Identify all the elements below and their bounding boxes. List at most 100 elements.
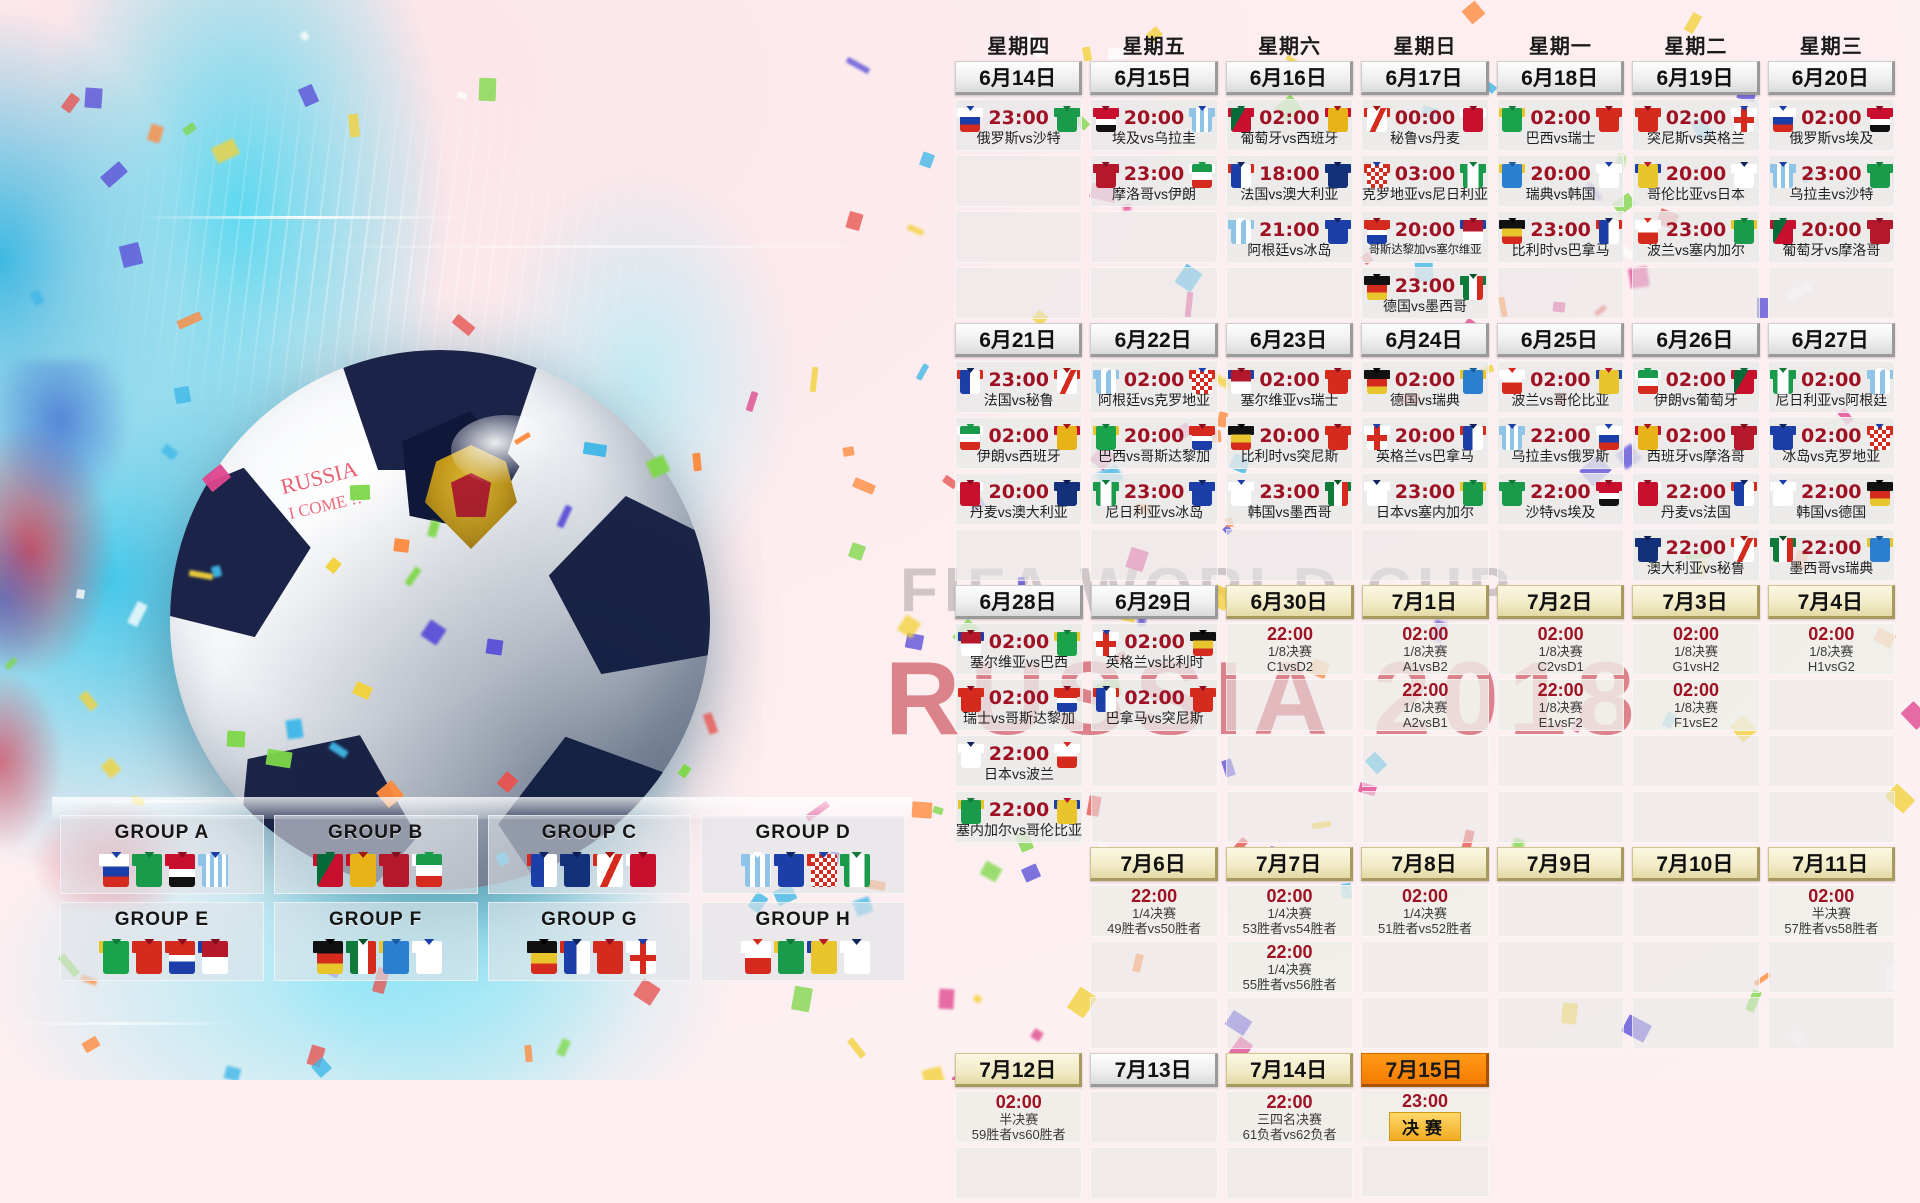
date-chip[interactable]: 7月6日 — [1090, 847, 1218, 881]
group-match-cell[interactable]: 21:00 阿根廷vs冰岛 — [1225, 211, 1353, 263]
knockout-match-cell[interactable]: 22:00 1/8决赛 A2vsB1 — [1361, 679, 1489, 731]
group-match-cell[interactable]: 23:00 波兰vs塞内加尔 — [1632, 211, 1760, 263]
date-chip[interactable]: 7月12日 — [955, 1053, 1083, 1087]
group-box-b[interactable]: GROUP B — [273, 815, 478, 894]
date-chip[interactable]: 6月23日 — [1225, 323, 1354, 357]
date-chip[interactable]: 7月10日 — [1632, 847, 1760, 881]
knockout-match-cell[interactable]: 02:00 1/8决赛 F1vsE2 — [1632, 679, 1760, 731]
date-chip[interactable]: 6月16日 — [1225, 61, 1353, 95]
group-match-cell[interactable]: 02:00 瑞士vs哥斯达黎加 — [955, 679, 1083, 731]
group-match-cell[interactable]: 22:00 澳大利亚vs秘鲁 — [1632, 529, 1760, 581]
date-chip[interactable]: 6月25日 — [1496, 323, 1625, 357]
group-match-cell[interactable]: 20:00 巴西vs哥斯达黎加 — [1090, 417, 1218, 469]
group-match-cell[interactable]: 02:00 伊朗vs西班牙 — [955, 417, 1083, 469]
group-match-cell[interactable]: 23:00 比利时vs巴拿马 — [1497, 211, 1625, 263]
knockout-match-cell[interactable]: 22:00 1/4决赛 55胜者vs56胜者 — [1225, 941, 1354, 993]
knockout-match-cell[interactable]: 02:00 1/8决赛 A1vsB2 — [1361, 623, 1489, 675]
group-match-cell[interactable]: 18:00 法国vs澳大利亚 — [1225, 155, 1353, 207]
date-chip[interactable]: 7月7日 — [1225, 847, 1354, 881]
group-match-cell[interactable]: 20:00 比利时vs突尼斯 — [1225, 417, 1354, 469]
group-match-cell[interactable]: 02:00 尼日利亚vs阿根廷 — [1767, 361, 1895, 413]
group-match-cell[interactable]: 22:00 日本vs波兰 — [955, 735, 1083, 787]
date-chip[interactable]: 6月29日 — [1091, 585, 1219, 619]
knockout-match-cell[interactable]: 22:00 1/8决赛 C1vsD2 — [1226, 623, 1354, 675]
group-match-cell[interactable]: 00:00 秘鲁vs丹麦 — [1361, 99, 1489, 151]
group-box-f[interactable]: GROUP F — [273, 902, 478, 981]
group-match-cell[interactable]: 23:00 法国vs秘鲁 — [955, 361, 1083, 413]
date-chip[interactable]: 7月13日 — [1090, 1053, 1218, 1087]
date-chip[interactable]: 6月30日 — [1226, 585, 1354, 619]
group-match-cell[interactable]: 02:00 巴拿马vs突尼斯 — [1091, 679, 1219, 731]
group-box-d[interactable]: GROUP D — [701, 815, 905, 894]
knockout-match-cell[interactable]: 02:00 1/4决赛 53胜者vs54胜者 — [1225, 885, 1354, 937]
knockout-match-cell[interactable]: 02:00 半决赛 59胜者vs60胜者 — [955, 1091, 1083, 1143]
date-chip[interactable]: 6月27日 — [1767, 323, 1895, 357]
group-match-cell[interactable]: 03:00 克罗地亚vs尼日利亚 — [1361, 155, 1489, 207]
group-match-cell[interactable]: 23:00 德国vs墨西哥 — [1361, 267, 1489, 319]
group-match-cell[interactable]: 20:00 瑞典vs韩国 — [1497, 155, 1625, 207]
group-match-cell[interactable]: 23:00 日本vs塞内加尔 — [1361, 473, 1489, 525]
date-chip[interactable]: 6月26日 — [1632, 323, 1760, 357]
group-box-h[interactable]: GROUP H — [701, 902, 905, 981]
group-match-cell[interactable]: 02:00 葡萄牙vs西班牙 — [1225, 99, 1353, 151]
group-match-cell[interactable]: 20:00 葡萄牙vs摩洛哥 — [1767, 211, 1895, 263]
group-match-cell[interactable]: 22:00 乌拉圭vs俄罗斯 — [1496, 417, 1625, 469]
knockout-match-cell[interactable]: 22:00 1/4决赛 49胜者vs50胜者 — [1090, 885, 1218, 937]
date-chip[interactable]: 6月28日 — [955, 585, 1083, 619]
group-match-cell[interactable]: 02:00 塞尔维亚vs瑞士 — [1225, 361, 1354, 413]
date-chip[interactable]: 7月9日 — [1496, 847, 1625, 881]
group-box-e[interactable]: GROUP E — [60, 902, 264, 981]
group-match-cell[interactable]: 20:00 丹麦vs澳大利亚 — [955, 473, 1083, 525]
group-match-cell[interactable]: 02:00 阿根廷vs克罗地亚 — [1090, 361, 1218, 413]
date-chip[interactable]: 6月24日 — [1361, 323, 1489, 357]
group-box-g[interactable]: GROUP G — [487, 902, 692, 981]
group-match-cell[interactable]: 23:00 韩国vs墨西哥 — [1225, 473, 1354, 525]
knockout-match-cell[interactable]: 02:00 1/4决赛 51胜者vs52胜者 — [1361, 885, 1489, 937]
date-chip[interactable]: 6月19日 — [1632, 61, 1760, 95]
group-match-cell[interactable]: 02:00 德国vs瑞典 — [1361, 361, 1489, 413]
date-chip[interactable]: 7月1日 — [1361, 585, 1489, 619]
group-match-cell[interactable]: 22:00 丹麦vs法国 — [1632, 473, 1760, 525]
knockout-match-cell[interactable]: 22:00 三四名决赛 61负者vs62负者 — [1225, 1091, 1354, 1143]
date-chip[interactable]: 6月22日 — [1090, 323, 1218, 357]
date-chip[interactable]: 6月15日 — [1090, 61, 1218, 95]
knockout-match-cell[interactable]: 02:00 半决赛 57胜者vs58胜者 — [1767, 885, 1895, 937]
date-chip[interactable]: 7月11日 — [1767, 847, 1895, 881]
group-match-cell[interactable]: 02:00 塞尔维亚vs巴西 — [955, 623, 1083, 675]
group-match-cell[interactable]: 23:00 俄罗斯vs沙特 — [955, 99, 1083, 151]
group-match-cell[interactable]: 02:00 伊朗vs葡萄牙 — [1632, 361, 1760, 413]
group-match-cell[interactable]: 20:00 哥伦比亚vs日本 — [1632, 155, 1760, 207]
date-chip[interactable]: 7月4日 — [1767, 585, 1895, 619]
group-match-cell[interactable]: 02:00 突尼斯vs英格兰 — [1632, 99, 1760, 151]
group-match-cell[interactable]: 23:00 乌拉圭vs沙特 — [1767, 155, 1895, 207]
knockout-match-cell[interactable]: 22:00 1/8决赛 E1vsF2 — [1497, 679, 1625, 731]
group-match-cell[interactable]: 22:00 韩国vs德国 — [1767, 473, 1895, 525]
group-match-cell[interactable]: 02:00 冰岛vs克罗地亚 — [1767, 417, 1895, 469]
date-chip[interactable]: 7月14日 — [1225, 1053, 1354, 1087]
final-match-cell[interactable]: 23:00 决赛 — [1361, 1091, 1489, 1141]
date-chip[interactable]: 7月2日 — [1497, 585, 1625, 619]
date-chip[interactable]: 7月8日 — [1361, 847, 1489, 881]
knockout-match-cell[interactable]: 02:00 1/8决赛 H1vsG2 — [1767, 623, 1895, 675]
knockout-match-cell[interactable]: 02:00 1/8决赛 G1vsH2 — [1632, 623, 1760, 675]
group-match-cell[interactable]: 22:00 墨西哥vs瑞典 — [1767, 529, 1895, 581]
group-match-cell[interactable]: 02:00 巴西vs瑞士 — [1497, 99, 1625, 151]
group-box-a[interactable]: GROUP A — [60, 815, 264, 894]
group-match-cell[interactable]: 20:00 英格兰vs巴拿马 — [1361, 417, 1489, 469]
date-chip[interactable]: 6月18日 — [1497, 61, 1625, 95]
group-match-cell[interactable]: 23:00 摩洛哥vs伊朗 — [1090, 155, 1218, 207]
date-chip[interactable]: 6月17日 — [1361, 61, 1489, 95]
group-match-cell[interactable]: 22:00 塞内加尔vs哥伦比亚 — [955, 791, 1083, 843]
group-match-cell[interactable]: 02:00 波兰vs哥伦比亚 — [1496, 361, 1625, 413]
group-match-cell[interactable]: 22:00 沙特vs埃及 — [1496, 473, 1625, 525]
date-chip[interactable]: 6月21日 — [955, 323, 1083, 357]
date-chip[interactable]: 7月15日 — [1361, 1053, 1489, 1087]
knockout-match-cell[interactable]: 02:00 1/8决赛 C2vsD1 — [1497, 623, 1625, 675]
group-match-cell[interactable]: 20:00 哥斯达黎加vs塞尔维亚 — [1361, 211, 1489, 263]
group-match-cell[interactable]: 02:00 英格兰vs比利时 — [1091, 623, 1219, 675]
group-box-c[interactable]: GROUP C — [487, 815, 692, 894]
group-match-cell[interactable]: 23:00 尼日利亚vs冰岛 — [1090, 473, 1218, 525]
group-match-cell[interactable]: 02:00 俄罗斯vs埃及 — [1767, 99, 1895, 151]
date-chip[interactable]: 6月20日 — [1767, 61, 1895, 95]
date-chip[interactable]: 6月14日 — [955, 61, 1083, 95]
